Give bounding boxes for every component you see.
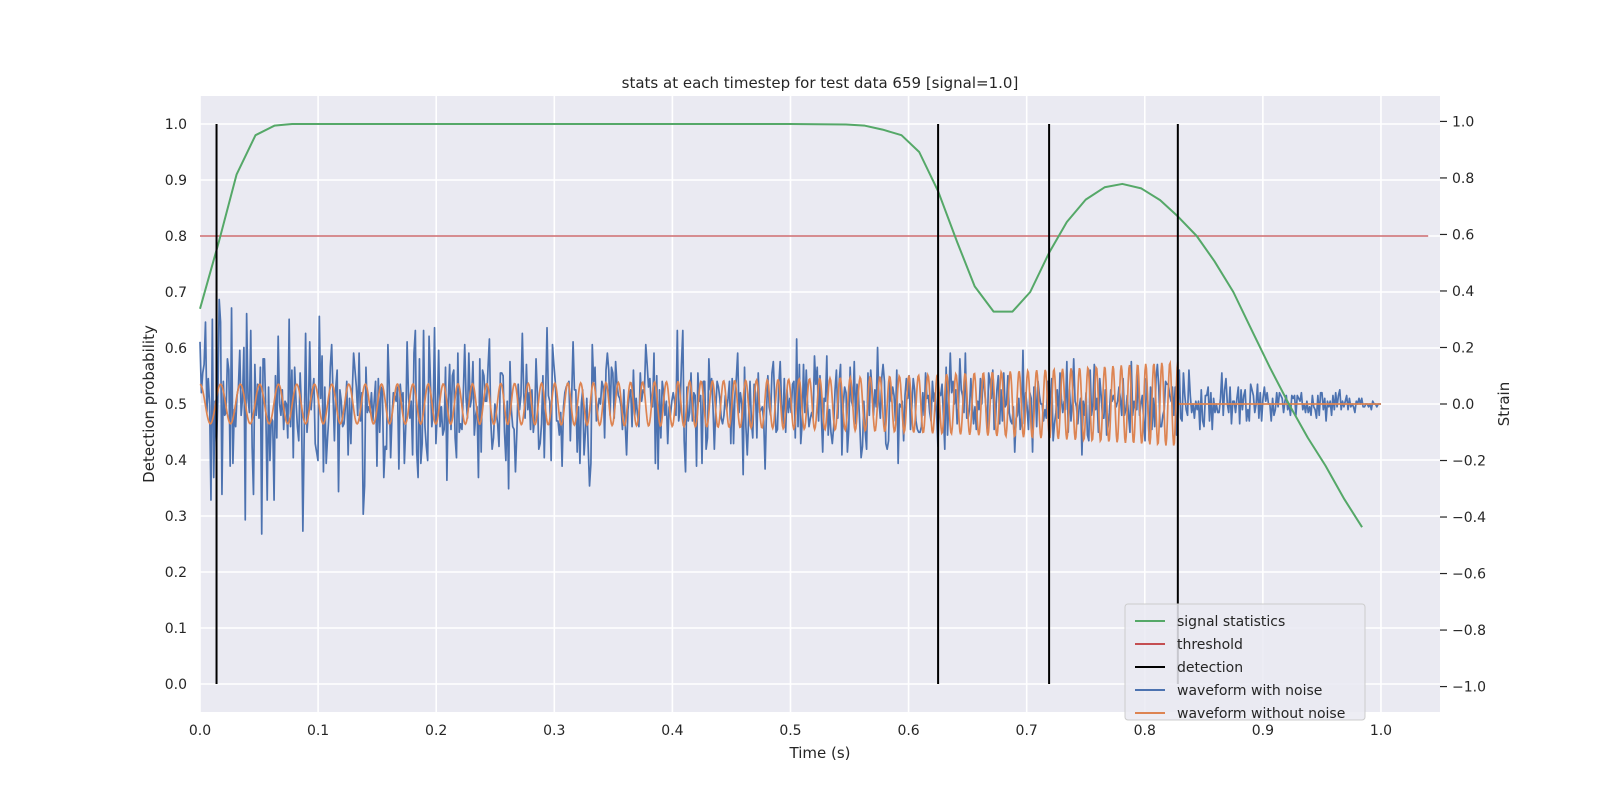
legend-label: waveform without noise [1177, 706, 1345, 722]
legend: signal statistics threshold detection wavef… [1124, 603, 1366, 722]
legend-label: threshold [1177, 637, 1243, 653]
x-axis: 0.0 0.1 0.2 0.3 0.4 0.5 0.6 0.7 0.8 0.9 1.0 [189, 723, 1392, 739]
y-right-tick-label: 1.0 [1452, 114, 1474, 130]
y-right-tick-label: −0.8 [1452, 623, 1486, 639]
x-tick-label: 1.0 [1370, 723, 1392, 739]
x-tick-label: 0.0 [189, 723, 211, 739]
y-right-tick-label: 0.4 [1452, 284, 1474, 300]
x-tick-label: 0.7 [1016, 723, 1038, 739]
y-tick-label: 0.5 [165, 397, 187, 413]
legend-label: waveform with noise [1177, 683, 1322, 699]
y-tick-label: 0.0 [165, 677, 187, 693]
series-waveform-without-noise [199, 359, 1381, 447]
y-right-tick-label: 0.2 [1452, 340, 1474, 356]
series-signal-statistics [199, 123, 1363, 528]
x-tick-label: 0.4 [661, 723, 683, 739]
legend-label: signal statistics [1177, 614, 1285, 630]
y-right-tick-label: −1.0 [1452, 680, 1486, 696]
x-tick-label: 0.8 [1134, 723, 1156, 739]
y-right-tick-label: 0.6 [1452, 227, 1474, 243]
x-axis-label: Time (s) [789, 744, 851, 762]
y-tick-label: 0.9 [165, 173, 187, 189]
y-axis-right: −1.0 −0.8 −0.6 −0.4 −0.2 0.0 0.2 0.4 0.6 0.8 1.0 [1440, 114, 1486, 696]
x-tick-label: 0.9 [1252, 723, 1274, 739]
y-tick-label: 0.1 [165, 621, 187, 637]
y-axis-left: 0.0 0.1 0.2 0.3 0.4 0.5 0.6 0.7 0.8 0.9 1.0 [165, 117, 187, 693]
x-tick-label: 0.5 [779, 723, 801, 739]
x-tick-label: 0.3 [543, 723, 565, 739]
legend-box [1124, 603, 1366, 721]
y-right-tick-label: −0.6 [1452, 567, 1486, 583]
y-tick-label: 0.7 [165, 285, 187, 301]
y-tick-label: 0.3 [165, 509, 187, 525]
y-right-tick-label: 0.8 [1452, 171, 1474, 187]
y-axis-label: Detection probability [140, 325, 158, 483]
legend-items: signal statistics threshold detection wavef… [1135, 614, 1345, 722]
x-tick-label: 0.2 [425, 723, 447, 739]
x-tick-label: 0.6 [897, 723, 919, 739]
x-tick-label: 0.1 [307, 723, 329, 739]
y-tick-label: 0.4 [165, 453, 187, 469]
y-right-tick-label: 0.0 [1452, 397, 1474, 413]
y-tick-label: 0.8 [165, 229, 187, 245]
chart-title: stats at each timestep for test data 659… [622, 74, 1019, 92]
y-axis-label-right: Strain [1495, 382, 1513, 426]
y-right-tick-label: −0.4 [1452, 510, 1486, 526]
y-tick-label: 1.0 [165, 117, 187, 133]
y-right-tick-label: −0.2 [1452, 454, 1486, 470]
series-layer [199, 123, 1429, 684]
y-tick-label: 0.6 [165, 341, 187, 357]
legend-label: detection [1177, 660, 1243, 676]
y-tick-label: 0.2 [165, 565, 187, 581]
